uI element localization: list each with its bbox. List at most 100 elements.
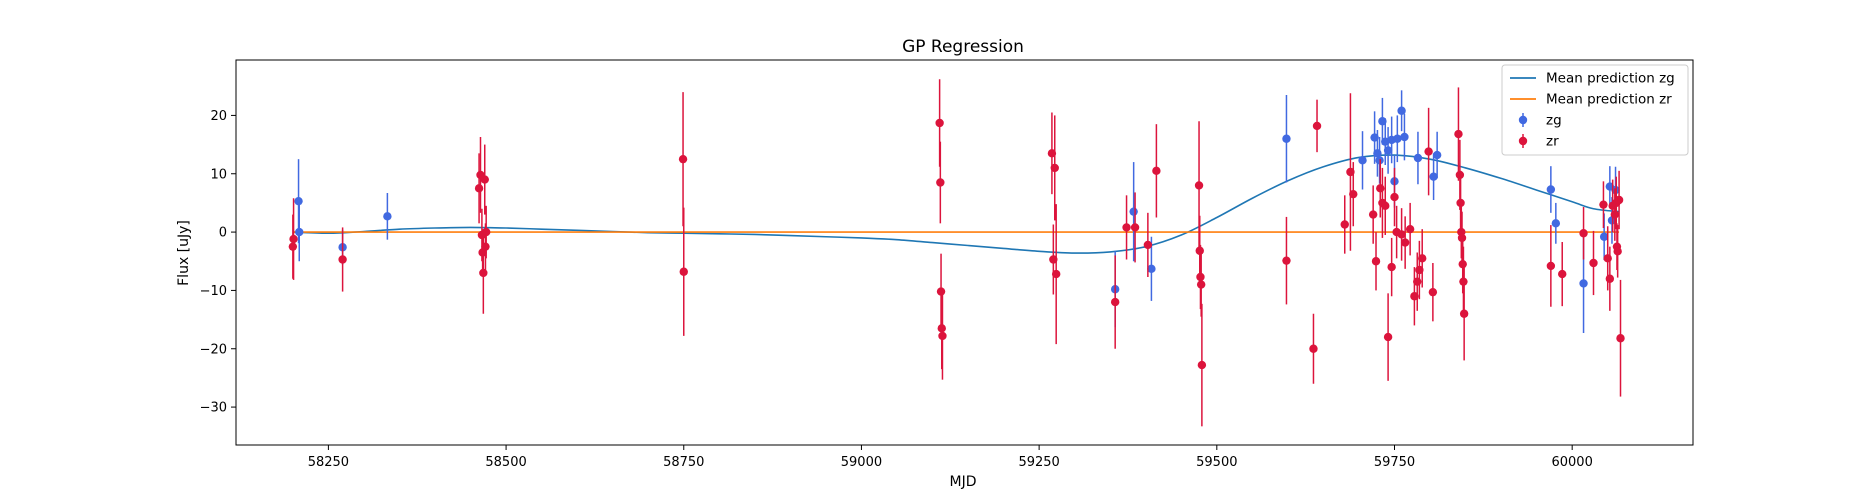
data-point bbox=[1397, 106, 1406, 115]
data-point bbox=[1551, 219, 1561, 228]
y-tick-label: 10 bbox=[210, 167, 227, 182]
data-point bbox=[1432, 150, 1442, 160]
data-point bbox=[1312, 121, 1322, 131]
data-point bbox=[1546, 185, 1556, 194]
x-tick-label: 59250 bbox=[1018, 455, 1059, 470]
data-point bbox=[1381, 201, 1390, 211]
legend-label: Mean prediction zr bbox=[1546, 92, 1672, 108]
y-tick-label: −30 bbox=[200, 401, 227, 416]
data-point bbox=[1424, 147, 1433, 156]
data-point bbox=[1147, 264, 1156, 274]
data-point bbox=[479, 268, 488, 278]
x-tick-label: 58750 bbox=[663, 455, 704, 470]
data-point bbox=[1546, 261, 1556, 271]
data-point bbox=[1383, 332, 1393, 342]
axes: 58250 58500 58750 59000 59250 59500 59750 60000… bbox=[200, 109, 1593, 470]
data-point bbox=[1579, 229, 1588, 238]
data-point bbox=[936, 178, 945, 187]
data-point bbox=[935, 118, 944, 128]
data-point bbox=[1400, 132, 1409, 142]
y-tick-label: 0 bbox=[219, 226, 227, 241]
data-point bbox=[1579, 279, 1588, 288]
data-point bbox=[294, 196, 303, 206]
data-point bbox=[1110, 297, 1120, 307]
data-point bbox=[1390, 192, 1399, 202]
data-point bbox=[1610, 210, 1620, 219]
data-point bbox=[1599, 200, 1608, 209]
data-point bbox=[289, 234, 298, 244]
x-tick-label: 59500 bbox=[1196, 455, 1237, 470]
data-point bbox=[1614, 195, 1624, 205]
x-tick-label: 60000 bbox=[1551, 455, 1592, 470]
data-point bbox=[1309, 344, 1318, 353]
x-tick-label: 58250 bbox=[308, 455, 349, 470]
data-point bbox=[1400, 238, 1410, 247]
data-point bbox=[1349, 189, 1358, 199]
chart-title: GP Regression bbox=[902, 37, 1024, 57]
data-point bbox=[1589, 258, 1598, 268]
data-point bbox=[1340, 220, 1349, 229]
data-point bbox=[1376, 184, 1385, 193]
data-point bbox=[1616, 334, 1625, 343]
data-point bbox=[1196, 280, 1206, 289]
legend-label: zg bbox=[1546, 113, 1562, 129]
data-point bbox=[295, 227, 304, 237]
y-tick-label: −10 bbox=[200, 284, 227, 299]
data-point bbox=[1368, 210, 1378, 219]
y-tick-label: −20 bbox=[200, 342, 227, 357]
x-axis-label: MJD bbox=[950, 474, 977, 490]
legend-label: zr bbox=[1546, 134, 1559, 150]
data-point bbox=[1129, 207, 1138, 216]
data-point bbox=[1122, 223, 1131, 232]
data-point bbox=[1429, 172, 1438, 181]
plot-content bbox=[288, 79, 1625, 427]
data-point bbox=[1197, 360, 1207, 370]
data-point bbox=[1613, 247, 1622, 256]
data-point bbox=[480, 175, 489, 184]
legend-label: Mean prediction zg bbox=[1546, 71, 1675, 87]
data-point bbox=[1413, 153, 1423, 163]
legend: Mean prediction zg Mean prediction zr zg zr bbox=[1501, 64, 1689, 156]
data-point bbox=[1397, 230, 1406, 239]
data-point bbox=[1152, 166, 1161, 176]
data-point bbox=[1459, 309, 1469, 318]
legend-marker-swatch bbox=[1518, 136, 1528, 146]
data-point bbox=[1558, 269, 1567, 279]
data-point bbox=[474, 184, 484, 193]
data-point bbox=[1050, 163, 1059, 173]
y-axis-label: Flux [uJy] bbox=[176, 220, 192, 286]
data-point bbox=[1130, 223, 1140, 232]
data-point bbox=[338, 255, 347, 264]
y-tick-label: 20 bbox=[210, 109, 227, 124]
data-point bbox=[383, 212, 392, 221]
data-point bbox=[1143, 240, 1153, 250]
data-point bbox=[1393, 134, 1402, 143]
data-point bbox=[1282, 256, 1291, 265]
data-point bbox=[1358, 156, 1367, 165]
data-point bbox=[1383, 146, 1393, 155]
data-point bbox=[481, 227, 491, 237]
data-point bbox=[678, 154, 688, 164]
series-zr bbox=[288, 79, 1625, 427]
data-point bbox=[1454, 129, 1463, 139]
data-point bbox=[1603, 254, 1612, 263]
data-point bbox=[1405, 224, 1415, 234]
data-point bbox=[1418, 254, 1427, 263]
legend-marker-swatch bbox=[1518, 115, 1528, 125]
data-point bbox=[679, 267, 688, 276]
x-tick-label: 59750 bbox=[1374, 455, 1415, 470]
data-point bbox=[1428, 287, 1438, 297]
data-point bbox=[1282, 134, 1291, 143]
plot-frame bbox=[235, 59, 1694, 446]
data-point bbox=[1605, 274, 1615, 283]
x-tick-label: 59000 bbox=[841, 455, 882, 470]
data-point bbox=[1599, 232, 1609, 241]
data-point bbox=[1456, 198, 1465, 208]
data-point bbox=[1371, 257, 1381, 266]
data-point bbox=[1051, 269, 1061, 279]
data-point bbox=[1413, 277, 1422, 286]
data-point bbox=[1387, 262, 1396, 272]
legend-box bbox=[1501, 64, 1689, 156]
data-point bbox=[938, 331, 947, 341]
